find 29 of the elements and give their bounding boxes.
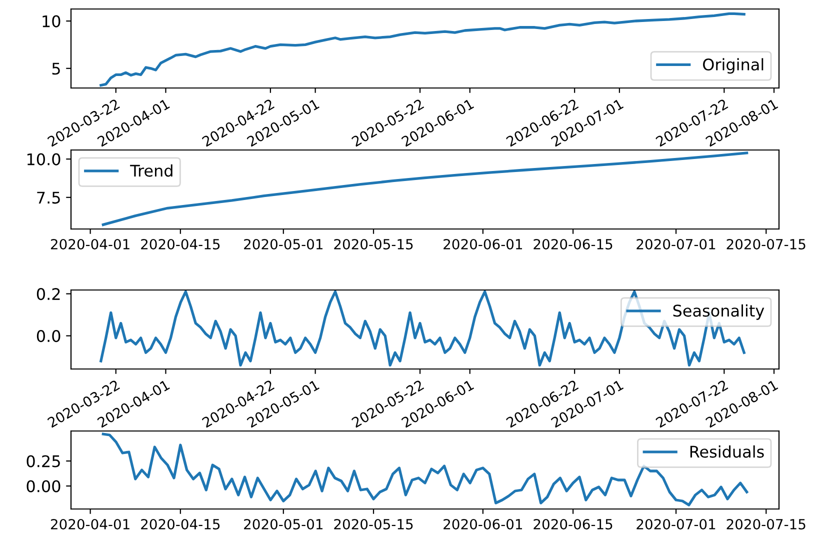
- x-tick-label: 2020-06-01: [444, 518, 522, 530]
- y-tick-label: 0.00: [26, 480, 60, 492]
- x-tick-label: 2020-04-01: [50, 518, 130, 530]
- y-tick-label: 10: [42, 15, 60, 28]
- x-tick-label: 2020-07-01: [636, 518, 716, 530]
- x-tick-label: 2020-05-15: [334, 518, 413, 530]
- x-tick-label: 2020-07-15: [726, 238, 806, 250]
- x-tick-label: 2020-06-01: [444, 238, 522, 250]
- y-tick-label: 0.2: [36, 288, 60, 300]
- y-tick-label: 0.0: [36, 330, 60, 342]
- x-tick-label: 2020-07-15: [726, 518, 806, 530]
- y-tick-label: 10.0: [27, 153, 60, 166]
- legend-label: Seasonality: [673, 304, 764, 320]
- x-tick-label: 2020-04-01: [50, 238, 130, 250]
- x-tick-label: 2020-05-01: [244, 518, 322, 530]
- x-tick-label: 2020-06-15: [534, 518, 612, 530]
- x-tick-label: 2020-04-15: [141, 518, 220, 530]
- line-series: [102, 152, 748, 226]
- y-tick-label: 5: [52, 62, 60, 75]
- legend-label: Original: [703, 58, 764, 74]
- x-tick-label: 2020-04-15: [141, 238, 220, 250]
- x-tick-label: 2020-06-15: [534, 238, 612, 250]
- x-tick-label: 2020-05-15: [334, 238, 413, 250]
- y-tick-label: 7.5: [37, 192, 60, 204]
- x-tick-label: 2020-07-01: [636, 238, 716, 250]
- x-tick-label: 2020-05-01: [244, 238, 322, 250]
- legend-label: Residuals: [690, 445, 764, 458]
- legend-label: Trend: [130, 164, 172, 177]
- y-tick-label: 0.25: [26, 455, 60, 468]
